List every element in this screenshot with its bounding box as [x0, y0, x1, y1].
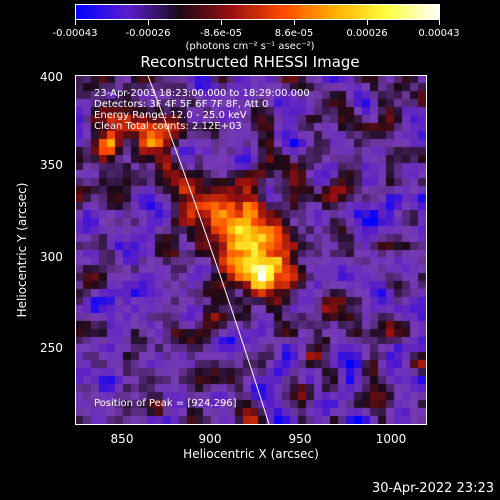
- y-tick-label: 350: [40, 158, 63, 172]
- image-plot-area: 23-Apr-2003 18:23:00.000 to 18:29:00.000…: [75, 75, 427, 425]
- colorbar-tick-label: 0.00026: [346, 28, 388, 39]
- solar-limb-curve: [147, 76, 270, 424]
- colorbar-tick-label: -8.6e-05: [200, 28, 242, 39]
- y-tick-label: 400: [40, 70, 63, 84]
- x-axis-line: [75, 425, 427, 426]
- render-timestamp: 30-Apr-2022 23:23: [372, 481, 494, 496]
- plot-title: Reconstructed RHESSI Image: [140, 53, 360, 71]
- heatmap-image: [76, 76, 426, 424]
- y-tick-label: 250: [40, 341, 63, 355]
- x-tick-label: 900: [198, 432, 222, 446]
- colorbar-tick-label: 8.6e-05: [274, 28, 314, 39]
- colorbar-tickmark: [75, 20, 76, 25]
- info-time-range: 23-Apr-2003 18:23:00.000 to 18:29:00.000: [94, 88, 310, 99]
- colorbar-tick-label: -0.00043: [52, 28, 98, 39]
- info-clean-counts: Clean Total counts: 2.12E+03: [94, 121, 242, 132]
- colorbar-units: (photons cm⁻² s⁻¹ asec⁻²): [185, 41, 315, 52]
- x-tick-label: 1000: [375, 432, 407, 446]
- x-tick-label: 850: [110, 432, 134, 446]
- x-tick-label: 950: [288, 432, 312, 446]
- y-tick-label: 300: [40, 250, 63, 264]
- colorbar-tickmark: [367, 20, 368, 25]
- solar-limb-overlay: [147, 76, 270, 424]
- colorbar: [75, 4, 440, 20]
- colorbar-tickmark: [439, 20, 440, 25]
- colorbar-tick-label: -0.00026: [125, 28, 171, 39]
- info-peak-position: Position of Peak = [924,296]: [94, 398, 237, 409]
- colorbar-tickmark: [221, 20, 222, 25]
- colorbar-tick-label: 0.00043: [418, 28, 460, 39]
- y-axis-label: Heliocentric Y (arcsec): [15, 182, 29, 318]
- info-energy-range: Energy Range: 12.0 - 25.0 keV: [94, 110, 247, 121]
- info-detectors: Detectors: 3F 4F 5F 6F 7F 8F, Att 0: [94, 99, 269, 110]
- colorbar-tickmark: [294, 20, 295, 25]
- colorbar-tickmark: [148, 20, 149, 25]
- x-axis-label: Heliocentric X (arcsec): [183, 447, 319, 461]
